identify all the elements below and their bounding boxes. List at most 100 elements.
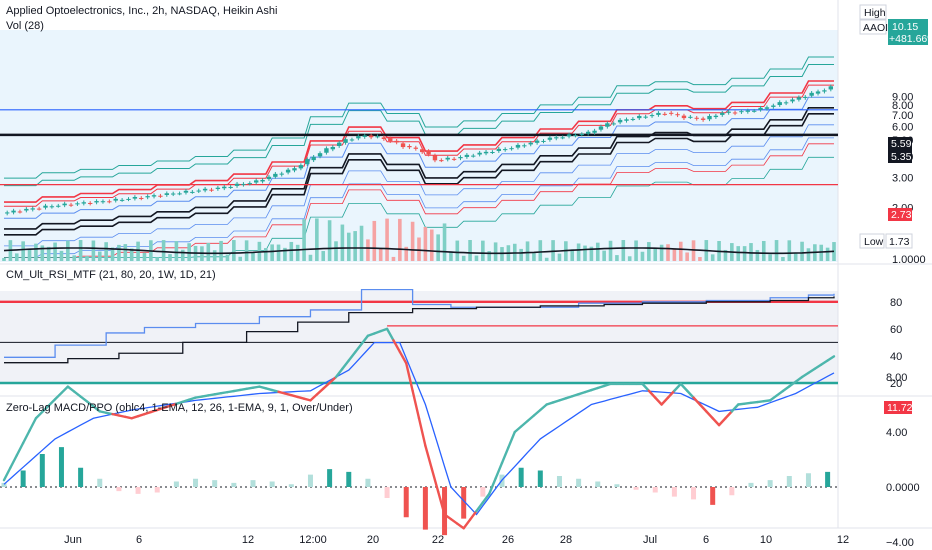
macd-line-segment <box>353 342 363 354</box>
macd-line-segment <box>341 359 350 370</box>
macd-line-segment <box>705 410 714 420</box>
candle-body <box>183 190 189 193</box>
macd-line-segment <box>781 385 791 393</box>
volume-bar <box>129 248 134 261</box>
candle-body <box>202 188 208 191</box>
macd-line-segment <box>698 403 708 413</box>
rsi-axis-tick: 20 <box>890 378 902 390</box>
macd-line-segment <box>685 389 695 399</box>
volume-bar <box>634 240 638 261</box>
volume-bar <box>53 242 57 261</box>
volume-bar <box>295 244 300 261</box>
macd-line-segment <box>360 334 370 346</box>
macd-histogram-bar <box>231 482 237 487</box>
macd-axis-tick: 4.00 <box>886 427 907 439</box>
time-axis-tick: 10 <box>760 534 772 546</box>
volume-bar <box>474 255 479 261</box>
candle-body <box>464 154 470 157</box>
macd-line-segment <box>334 367 344 379</box>
volume-bar <box>455 240 460 261</box>
macd-histogram-bar <box>20 470 26 487</box>
macd-line-segment <box>730 403 740 413</box>
candle-body <box>170 193 176 195</box>
macd-line-segment <box>500 446 510 465</box>
candle-body <box>592 130 597 133</box>
volume-bar <box>621 240 626 261</box>
volume-bar <box>353 231 357 261</box>
volume-bar <box>410 221 415 261</box>
macd-axis-tick: 0.0000 <box>886 482 920 494</box>
volume-bar <box>404 246 409 261</box>
macd-line-segment <box>673 382 682 392</box>
macd-histogram-bar <box>461 487 467 519</box>
candle-body <box>311 156 316 161</box>
candle-body <box>585 131 591 134</box>
volume-bar <box>429 229 434 261</box>
candle-body <box>43 205 48 208</box>
macd-line-segment <box>794 375 804 383</box>
candle-body <box>739 111 744 113</box>
macd-line-segment <box>424 444 433 470</box>
macd-histogram-bar <box>97 478 103 487</box>
macd-line-segment <box>322 381 331 390</box>
macd-histogram-bar <box>710 487 716 505</box>
volume-bar <box>583 245 587 261</box>
volume-bar <box>219 240 223 261</box>
candle-body <box>439 160 444 162</box>
volume-bar <box>34 243 38 261</box>
svg-text:2.73: 2.73 <box>891 209 912 221</box>
volume-bar <box>570 249 575 261</box>
macd-histogram-bar <box>39 454 45 487</box>
macd-line-segment <box>443 513 453 521</box>
candle-body <box>253 180 259 183</box>
candle-body <box>394 140 399 143</box>
candle-body <box>554 137 559 139</box>
candle-body <box>579 134 585 136</box>
macd-histogram-bar <box>346 471 352 487</box>
level-559-tag: 5.59 <box>888 137 912 150</box>
time-axis-tick: 22 <box>432 534 444 546</box>
candle-body <box>247 183 253 185</box>
candle-body <box>694 117 699 119</box>
volume-bar <box>653 247 658 261</box>
candle-body <box>87 202 93 204</box>
time-axis-tick: 20 <box>367 534 379 546</box>
volume-bar <box>685 252 689 261</box>
candle-body <box>777 102 782 106</box>
macd-line-segment <box>462 518 472 530</box>
candle-body <box>375 136 380 138</box>
volume-bar <box>774 240 779 261</box>
candle-body <box>158 195 163 197</box>
macd-histogram-bar <box>193 478 199 487</box>
rsi-axis-tick: 60 <box>890 324 902 336</box>
macd-histogram-bar <box>307 474 313 487</box>
volume-bar <box>544 257 549 261</box>
candle-body <box>426 150 431 155</box>
candle-body <box>305 159 310 165</box>
candle-body <box>56 205 61 207</box>
volume-bar <box>270 244 274 261</box>
volume-bar <box>525 241 530 261</box>
volume-bar <box>781 257 785 261</box>
candle-body <box>234 183 240 186</box>
volume-bar <box>244 240 249 261</box>
macd-line-segment <box>532 408 542 417</box>
candle-body <box>228 186 233 188</box>
time-axis-tick: 12:00 <box>299 534 327 546</box>
svg-text:Low: Low <box>864 236 884 248</box>
candle-body <box>132 196 138 199</box>
macd-line-segment <box>309 393 319 402</box>
volume-bar <box>327 220 332 261</box>
candle-body <box>502 149 508 151</box>
candle-body <box>668 112 674 114</box>
macd-line-segment <box>398 350 408 365</box>
volume-bar <box>142 252 147 261</box>
candle-body <box>483 151 489 154</box>
price-axis-tick: 8.00 <box>892 100 913 112</box>
band-blue-low-2 <box>4 137 834 258</box>
macd-line-segment <box>53 391 63 401</box>
rsi-line-black <box>4 296 835 364</box>
band-upper-outer <box>4 56 834 179</box>
macd-histogram-bar <box>384 487 390 498</box>
